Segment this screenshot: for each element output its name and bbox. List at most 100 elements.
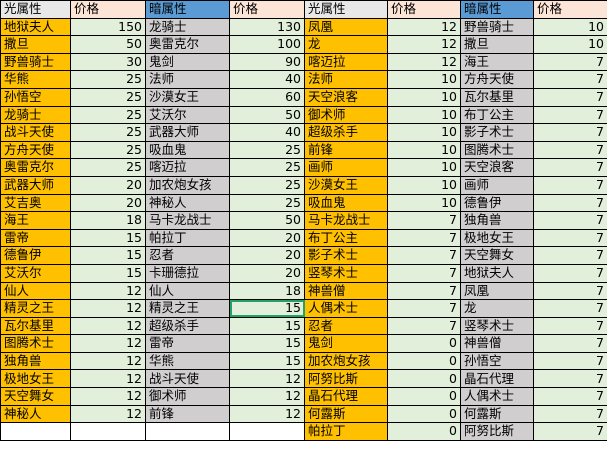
cell-light-name[interactable]: 忍者	[304, 316, 388, 336]
cell-dark-price[interactable]: 7	[533, 263, 607, 283]
cell-dark-price[interactable]: 90	[229, 52, 305, 72]
cell-light-name[interactable]: 德鲁伊	[0, 246, 71, 265]
table-row[interactable]: 方舟天使 25 吸血鬼 25 前锋 10 图腾术士 7	[0, 140, 607, 160]
cell-light-name[interactable]: 人偶术士	[304, 299, 388, 318]
cell-light-name[interactable]: 鬼剑	[304, 334, 388, 353]
table-row[interactable]: 战斗天使 25 武器大师 40 超级杀手 10 影子术士 7	[0, 123, 607, 142]
cell-empty[interactable]	[145, 422, 230, 441]
cell-light-price[interactable]: 10	[387, 87, 461, 107]
cell-light-price[interactable]: 0	[387, 387, 461, 406]
cell-dark-price[interactable]: 7	[533, 422, 607, 441]
cell-light-name[interactable]: 仙人	[0, 281, 71, 301]
cell-light-name[interactable]: 艾吉奥	[0, 193, 71, 213]
cell-light-name[interactable]: 龙骑士	[0, 105, 71, 125]
cell-dark-name[interactable]: 加农炮女孩	[145, 175, 230, 195]
cell-light-price[interactable]: 10	[387, 193, 461, 213]
cell-dark-price[interactable]: 7	[533, 87, 607, 107]
cell-empty[interactable]	[229, 422, 305, 441]
cell-dark-name[interactable]: 御术师	[145, 387, 230, 406]
cell-dark-price[interactable]: 7	[533, 140, 607, 160]
cell-dark-name[interactable]: 竖琴术士	[460, 316, 534, 336]
cell-light-name[interactable]: 超级杀手	[304, 123, 388, 142]
cell-light-price[interactable]: 7	[387, 211, 461, 230]
cell-light-name[interactable]: 阿努比斯	[304, 369, 388, 389]
cell-dark-price[interactable]: 25	[229, 158, 305, 177]
cell-dark-price[interactable]: 7	[533, 351, 607, 371]
cell-light-name[interactable]: 神兽僧	[304, 281, 388, 301]
table-row[interactable]: 德鲁伊 15 忍者 20 影子术士 7 天空舞女 7	[0, 246, 607, 265]
table-row[interactable]: 野兽骑士 30 鬼剑 90 喀迈拉 12 海王 7	[0, 52, 607, 72]
cell-light-name[interactable]: 地狱夫人	[0, 17, 71, 37]
cell-dark-name[interactable]: 独角兽	[460, 211, 534, 230]
cell-light-price[interactable]: 10	[387, 175, 461, 195]
cell-dark-price[interactable]: 15	[229, 351, 305, 371]
cell-dark-name[interactable]: 神兽僧	[460, 334, 534, 353]
cell-light-price[interactable]: 10	[387, 105, 461, 125]
cell-light-price[interactable]: 25	[70, 123, 146, 142]
cell-dark-name[interactable]: 马卡龙战士	[145, 211, 230, 230]
cell-empty[interactable]	[0, 422, 71, 441]
cell-dark-name[interactable]: 超级杀手	[145, 316, 230, 336]
cell-dark-name[interactable]: 何露斯	[460, 404, 534, 424]
cell-light-name[interactable]: 野兽骑士	[0, 52, 71, 72]
table-row[interactable]: 仙人 12 仙人 18 神兽僧 7 凤凰 7	[0, 281, 607, 301]
cell-dark-price[interactable]: 20	[229, 246, 305, 265]
cell-light-price[interactable]: 12	[70, 404, 146, 424]
cell-dark-price[interactable]: 7	[533, 52, 607, 72]
cell-dark-price[interactable]: 12	[229, 387, 305, 406]
table-row[interactable]: 华熊 25 法师 40 法师 10 方舟天使 7	[0, 70, 607, 89]
table-row[interactable]: 图腾术士 12 雷帝 15 鬼剑 0 神兽僧 7	[0, 334, 607, 353]
cell-light-price[interactable]: 12	[70, 369, 146, 389]
cell-light-name[interactable]: 画师	[304, 158, 388, 177]
cell-light-name[interactable]: 极地女王	[0, 369, 71, 389]
cell-light-name[interactable]: 神秘人	[0, 404, 71, 424]
cell-light-price[interactable]: 7	[387, 246, 461, 265]
cell-dark-name[interactable]: 华熊	[145, 351, 230, 371]
cell-light-name[interactable]: 武器大师	[0, 175, 71, 195]
cell-dark-price[interactable]: 10	[533, 35, 607, 54]
cell-dark-price[interactable]: 25	[229, 140, 305, 160]
header-light-attribute-2[interactable]: 光属性	[304, 0, 388, 19]
cell-dark-price[interactable]: 7	[533, 193, 607, 213]
cell-dark-name[interactable]: 图腾术士	[460, 140, 534, 160]
cell-light-price[interactable]: 18	[70, 211, 146, 230]
table-row[interactable]: 瓦尔基里 12 超级杀手 15 忍者 7 竖琴术士 7	[0, 316, 607, 336]
cell-dark-name[interactable]: 海王	[460, 52, 534, 72]
cell-dark-price[interactable]: 7	[533, 369, 607, 389]
cell-light-name[interactable]: 海王	[0, 211, 71, 230]
cell-dark-name[interactable]: 瓦尔基里	[460, 87, 534, 107]
cell-dark-name[interactable]: 撒旦	[460, 35, 534, 54]
cell-dark-name[interactable]: 鬼剑	[145, 52, 230, 72]
cell-light-price[interactable]: 12	[70, 316, 146, 336]
cell-dark-name[interactable]: 精灵之王	[145, 299, 230, 318]
cell-dark-name[interactable]: 极地女王	[460, 228, 534, 248]
cell-light-price[interactable]: 10	[387, 158, 461, 177]
cell-light-price[interactable]: 12	[387, 52, 461, 72]
cell-light-name[interactable]: 法师	[304, 70, 388, 89]
table-row[interactable]: 天空舞女 12 御术师 12 晶石代理 0 人偶术士 7	[0, 387, 607, 406]
cell-dark-name[interactable]: 吸血鬼	[145, 140, 230, 160]
cell-light-name[interactable]: 竖琴术士	[304, 263, 388, 283]
cell-light-price[interactable]: 150	[70, 17, 146, 37]
cell-dark-name[interactable]: 天空浪客	[460, 158, 534, 177]
cell-light-price[interactable]: 0	[387, 422, 461, 441]
cell-dark-name[interactable]: 艾沃尔	[145, 105, 230, 125]
cell-dark-price[interactable]: 7	[533, 175, 607, 195]
cell-light-name[interactable]: 方舟天使	[0, 140, 71, 160]
cell-light-price[interactable]: 12	[387, 17, 461, 37]
table-row[interactable]: 帕拉丁 0 阿努比斯 7	[0, 422, 607, 441]
header-price-1[interactable]: 价格	[70, 0, 146, 19]
cell-light-name[interactable]: 奥雷克尔	[0, 158, 71, 177]
cell-dark-name[interactable]: 神秘人	[145, 193, 230, 213]
table-row[interactable]: 海王 18 马卡龙战士 50 马卡龙战士 7 独角兽 7	[0, 211, 607, 230]
cell-light-price[interactable]: 25	[70, 87, 146, 107]
cell-dark-price[interactable]: 20	[229, 263, 305, 283]
cell-light-name[interactable]: 吸血鬼	[304, 193, 388, 213]
cell-light-price[interactable]: 0	[387, 334, 461, 353]
cell-light-price[interactable]: 12	[70, 387, 146, 406]
cell-dark-name[interactable]: 仙人	[145, 281, 230, 301]
cell-dark-price[interactable]: 7	[533, 281, 607, 301]
cell-empty[interactable]	[70, 422, 146, 441]
cell-light-name[interactable]: 马卡龙战士	[304, 211, 388, 230]
cell-dark-name[interactable]: 龙骑士	[145, 17, 230, 37]
